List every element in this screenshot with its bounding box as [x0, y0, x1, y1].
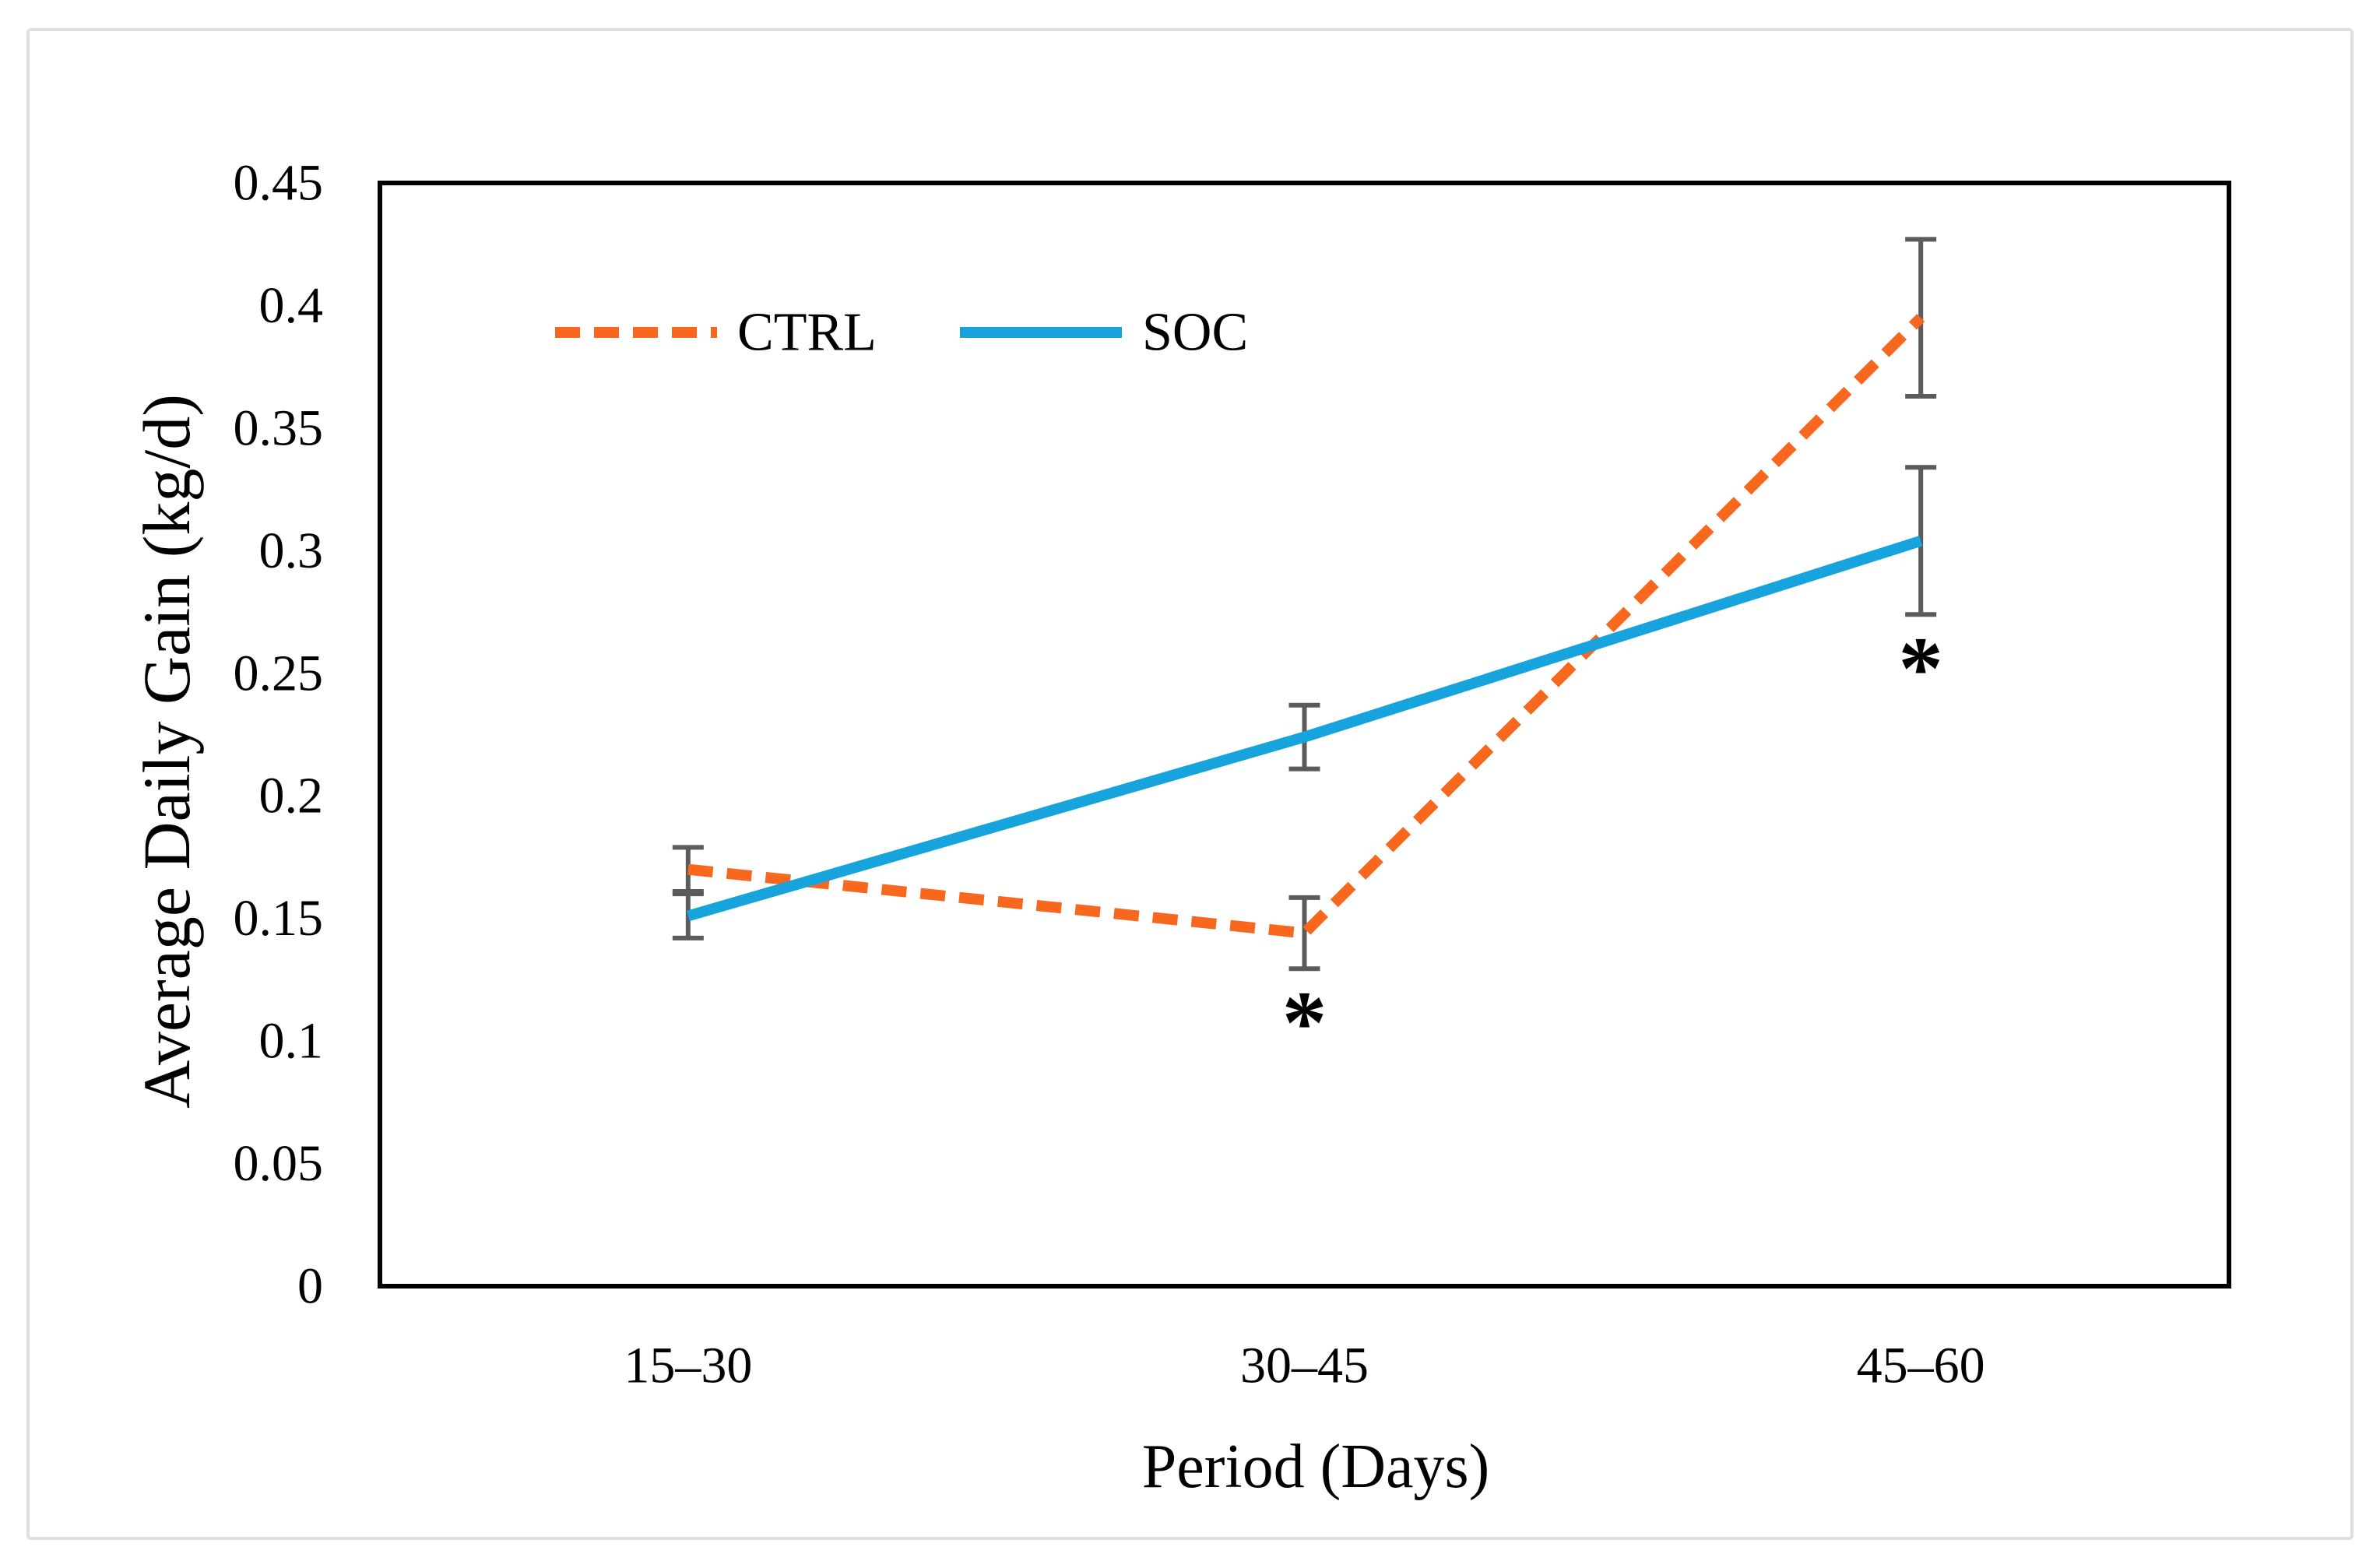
y-tick-label-0.35: 0.35	[234, 399, 324, 456]
x-tick-label-2: 45–60	[1857, 1338, 1985, 1394]
series-lines-group	[686, 314, 1925, 939]
y-tick-label-0.4: 0.4	[259, 277, 324, 334]
y-tick-label-0.3: 0.3	[259, 522, 324, 579]
series-line-soc	[686, 536, 1923, 922]
plot-area-border	[378, 181, 2231, 1289]
y-tick-label-0: 0	[297, 1258, 323, 1315]
y-tick-label-0.1: 0.1	[259, 1013, 324, 1070]
legend-label-soc: SOC	[1142, 303, 1248, 363]
y-tick-label-0.45: 0.45	[234, 155, 324, 212]
y-tick-label-0.15: 0.15	[234, 890, 324, 947]
y-tick-label-0.2: 0.2	[259, 768, 324, 824]
x-axis-tick-labels: 15–30 30–45 45–60	[624, 1338, 1985, 1394]
x-axis-title: Period (Days)	[1142, 1433, 1490, 1501]
y-axis-tick-labels: 0.45 0.4 0.35 0.3 0.25 0.2 0.15 0.1 0.05 0	[234, 155, 324, 1315]
legend: CTRL SOC	[555, 303, 1248, 363]
series-line-ctrl	[687, 314, 1925, 939]
annotations-group: **	[1282, 619, 1943, 1072]
y-tick-label-0.25: 0.25	[234, 645, 324, 701]
figure-border	[26, 28, 2354, 1540]
x-tick-label-1: 30–45	[1240, 1338, 1369, 1394]
y-axis-title: Average Daily Gain (kg/d)	[129, 394, 204, 1109]
legend-label-ctrl: CTRL	[737, 303, 877, 363]
significance-asterisk-0: *	[1282, 973, 1327, 1072]
x-tick-label-0: 15–30	[624, 1338, 752, 1394]
significance-asterisk-1: *	[1898, 619, 1943, 718]
y-tick-label-0.05: 0.05	[234, 1135, 324, 1192]
